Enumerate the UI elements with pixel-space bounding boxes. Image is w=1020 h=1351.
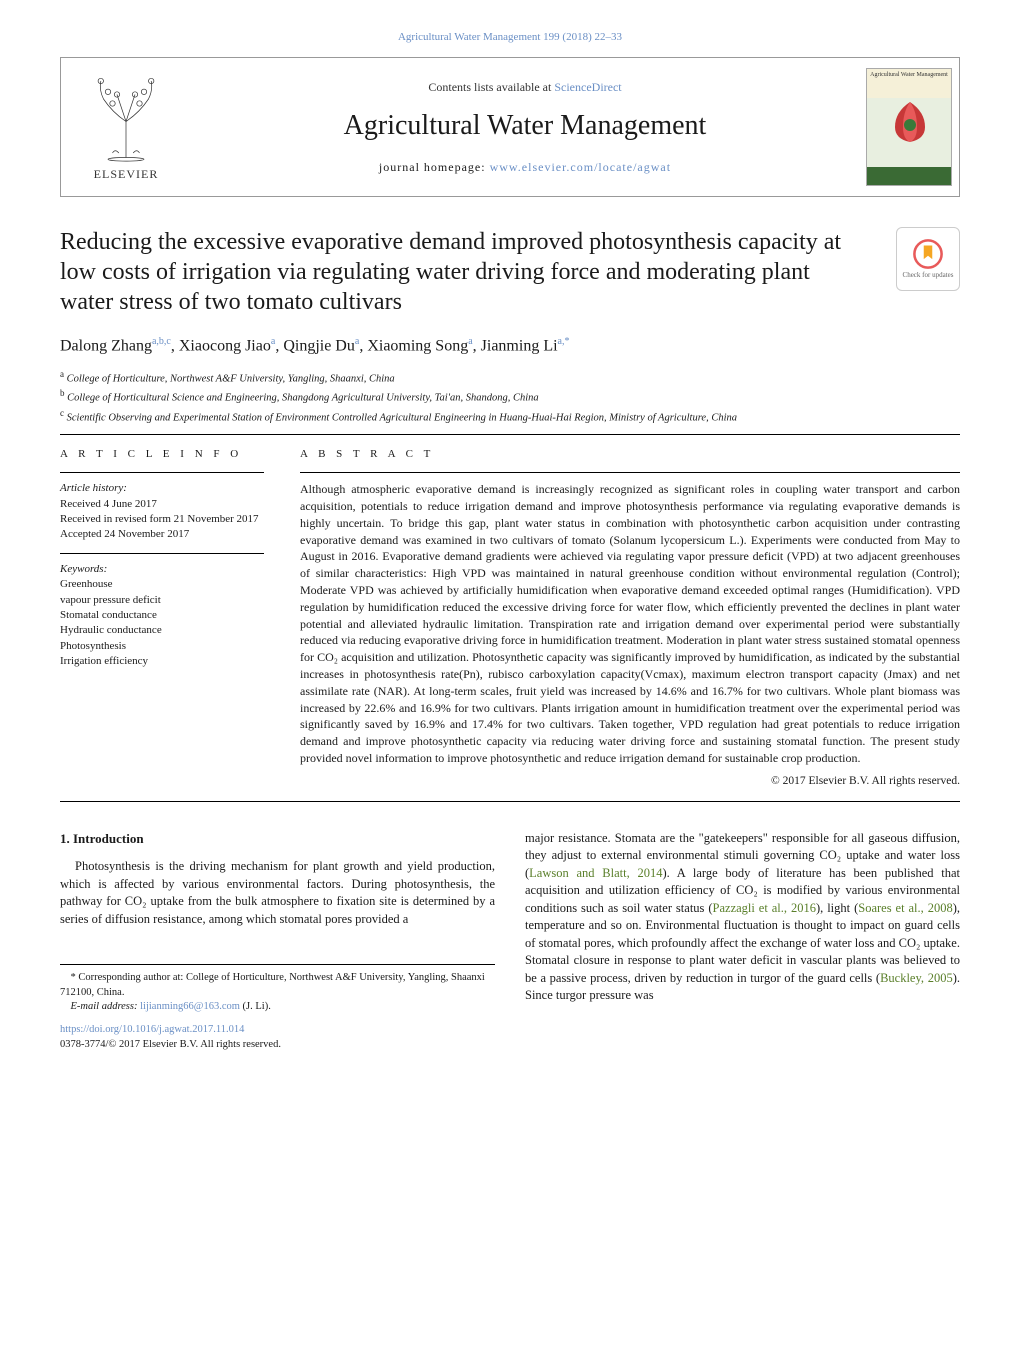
- author-3-marks: a: [355, 336, 359, 347]
- cover-title-text: Agricultural Water Management: [867, 69, 951, 79]
- email-suffix: (J. Li).: [240, 1001, 271, 1012]
- author-3: Qingjie Du: [283, 338, 355, 355]
- author-5-marks: a,*: [558, 336, 570, 347]
- column-right: major resistance. Stomata are the "gatek…: [525, 830, 960, 1053]
- email-link[interactable]: lijianming66@163.com: [140, 1001, 240, 1012]
- cite-soares[interactable]: Soares et al., 2008: [858, 901, 952, 915]
- aff-c-text: Scientific Observing and Experimental St…: [67, 412, 737, 423]
- journal-title: Agricultural Water Management: [344, 106, 707, 145]
- title-section: Reducing the excessive evaporative deman…: [60, 227, 960, 317]
- header-center: Contents lists available at ScienceDirec…: [191, 58, 859, 196]
- aff-c-mark: c: [60, 408, 64, 418]
- received-date: Received 4 June 2017: [60, 497, 264, 512]
- abstract: a b s t r a c t Although atmospheric eva…: [300, 435, 960, 801]
- author-4-marks: a: [468, 336, 472, 347]
- article-info-heading: a r t i c l e i n f o: [60, 447, 264, 462]
- affiliation-c: c Scientific Observing and Experimental …: [60, 407, 960, 426]
- aff-b-text: College of Horticultural Science and Eng…: [67, 393, 539, 404]
- keyword-2: vapour pressure deficit: [60, 593, 264, 608]
- aff-a-text: College of Horticulture, Northwest A&F U…: [67, 374, 395, 385]
- check-updates-badge[interactable]: Check for updates: [896, 227, 960, 291]
- intro-heading: 1. Introduction: [60, 830, 495, 848]
- homepage-link[interactable]: www.elsevier.com/locate/agwat: [490, 160, 672, 174]
- article-title: Reducing the excessive evaporative deman…: [60, 227, 960, 317]
- cite-lawson[interactable]: Lawson and Blatt, 2014: [529, 866, 662, 880]
- issn-copyright: 0378-3774/© 2017 Elsevier B.V. All right…: [60, 1038, 495, 1053]
- running-citation: Agricultural Water Management 199 (2018)…: [60, 30, 960, 45]
- aff-a-mark: a: [60, 369, 64, 379]
- col2-b: ), light (: [816, 901, 858, 915]
- cite-buckley[interactable]: Buckley, 2005: [880, 971, 953, 985]
- info-abstract-block: a r t i c l e i n f o Article history: R…: [60, 434, 960, 802]
- author-1: Dalong Zhang: [60, 338, 152, 355]
- intro-para-1: Photosynthesis is the driving mechanism …: [60, 858, 495, 928]
- check-updates-label: Check for updates: [903, 271, 954, 281]
- intro-para-2: major resistance. Stomata are the "gatek…: [525, 830, 960, 1005]
- publisher-name: ELSEVIER: [94, 166, 159, 183]
- article-info: a r t i c l e i n f o Article history: R…: [60, 435, 270, 801]
- cover-thumbnail: Agricultural Water Management: [866, 68, 952, 186]
- author-4: Xiaoming Song: [367, 338, 468, 355]
- homepage-prefix: journal homepage:: [379, 160, 490, 174]
- journal-header: ELSEVIER Contents lists available at Sci…: [60, 57, 960, 197]
- contents-available: Contents lists available at ScienceDirec…: [428, 79, 621, 96]
- cite-pazzagli[interactable]: Pazzagli et al., 2016: [713, 901, 816, 915]
- keyword-1: Greenhouse: [60, 577, 264, 592]
- history-label: Article history:: [60, 481, 264, 496]
- abstract-copyright: © 2017 Elsevier B.V. All rights reserved…: [300, 773, 960, 789]
- sciencedirect-link[interactable]: ScienceDirect: [554, 80, 621, 94]
- affiliation-a: a College of Horticulture, Northwest A&F…: [60, 368, 960, 387]
- publisher-logo: ELSEVIER: [61, 58, 191, 196]
- email-label: E-mail address:: [71, 1001, 141, 1012]
- affiliation-b: b College of Horticultural Science and E…: [60, 387, 960, 406]
- contents-prefix: Contents lists available at: [428, 80, 554, 94]
- author-1-marks: a,b,c: [152, 336, 171, 347]
- doi-block: https://doi.org/10.1016/j.agwat.2017.11.…: [60, 1023, 495, 1052]
- column-left: 1. Introduction Photosynthesis is the dr…: [60, 830, 495, 1053]
- cover-leaf-icon: [885, 97, 935, 147]
- author-2-marks: a: [271, 336, 275, 347]
- elsevier-tree-icon: [81, 72, 171, 162]
- authors-line: Dalong Zhanga,b,c, Xiaocong Jiaoa, Qingj…: [60, 335, 960, 358]
- accepted-date: Accepted 24 November 2017: [60, 527, 264, 542]
- corresponding-note: * Corresponding author at: College of Ho…: [60, 971, 495, 1000]
- keywords-label: Keywords:: [60, 562, 264, 577]
- abstract-text: Although atmospheric evaporative demand …: [300, 481, 960, 767]
- journal-cover: Agricultural Water Management: [859, 58, 959, 196]
- revised-date: Received in revised form 21 November 201…: [60, 512, 264, 527]
- doi-link[interactable]: https://doi.org/10.1016/j.agwat.2017.11.…: [60, 1024, 244, 1035]
- bookmark-icon: [911, 237, 945, 271]
- body-text: 1. Introduction Photosynthesis is the dr…: [60, 830, 960, 1053]
- abstract-heading: a b s t r a c t: [300, 447, 960, 462]
- author-2: Xiaocong Jiao: [179, 338, 271, 355]
- keyword-6: Irrigation efficiency: [60, 654, 264, 669]
- footnotes: * Corresponding author at: College of Ho…: [60, 964, 495, 1015]
- keyword-3: Stomatal conductance: [60, 608, 264, 623]
- author-5: Jianming Li: [481, 338, 558, 355]
- journal-homepage: journal homepage: www.elsevier.com/locat…: [379, 159, 671, 176]
- email-line: E-mail address: lijianming66@163.com (J.…: [60, 1000, 495, 1015]
- keyword-5: Photosynthesis: [60, 639, 264, 654]
- keyword-4: Hydraulic conductance: [60, 623, 264, 638]
- aff-b-mark: b: [60, 388, 65, 398]
- cover-band: [867, 167, 951, 185]
- affiliations: a College of Horticulture, Northwest A&F…: [60, 368, 960, 426]
